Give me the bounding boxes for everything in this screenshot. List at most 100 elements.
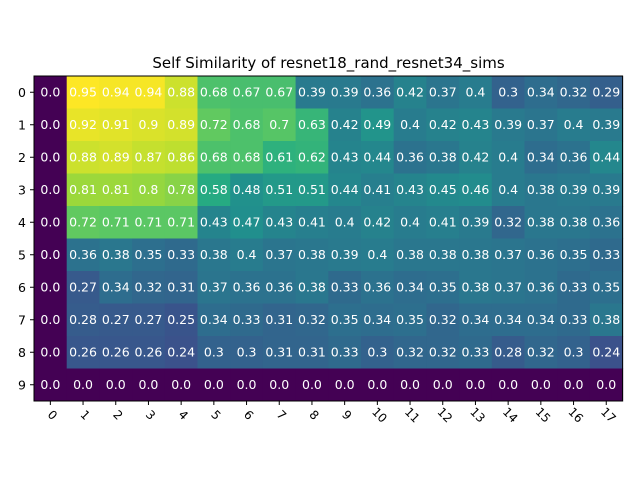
cell-value-label: 0.4 bbox=[237, 247, 257, 262]
cell-value-label: 0.94 bbox=[102, 84, 130, 99]
heatmap-cell bbox=[262, 141, 297, 174]
cell-value-label: 0.43 bbox=[462, 117, 490, 132]
cell-value-labels: 0.0 0.95 0.94 0.94 0.88 0.68 0.67 0.67 0.39 0.39 0… bbox=[40, 84, 620, 392]
cell-value-label: 0.35 bbox=[429, 279, 457, 294]
cell-value-label: 0.8 bbox=[139, 182, 159, 197]
x-tick-label: 6 bbox=[241, 407, 256, 422]
heatmap-cells bbox=[34, 76, 624, 402]
heatmap-cell bbox=[393, 76, 427, 109]
heatmap-cell bbox=[589, 76, 624, 109]
cell-value-label: 0.89 bbox=[167, 117, 195, 132]
heatmap-cell bbox=[393, 336, 427, 369]
cell-value-label: 0.35 bbox=[560, 247, 588, 262]
cell-value-label: 0.33 bbox=[331, 279, 359, 294]
heatmap-cell bbox=[132, 368, 166, 402]
cell-value-label: 0.0 bbox=[204, 377, 224, 392]
heatmap-cell bbox=[262, 238, 297, 272]
cell-value-label: 0.0 bbox=[73, 377, 93, 392]
heatmap-cell bbox=[393, 108, 427, 142]
cell-value-label: 0.48 bbox=[233, 182, 261, 197]
heatmap-cell bbox=[34, 108, 68, 142]
cell-value-label: 0.37 bbox=[429, 84, 457, 99]
heatmap-cell bbox=[295, 238, 329, 272]
cell-value-label: 0.36 bbox=[527, 279, 555, 294]
heatmap-cell bbox=[328, 368, 362, 402]
heatmap-cell bbox=[34, 271, 68, 304]
cell-value-label: 0.37 bbox=[527, 117, 555, 132]
cell-value-label: 0.4 bbox=[498, 149, 518, 164]
heatmap-cell bbox=[491, 271, 525, 304]
heatmap-cell bbox=[99, 206, 133, 239]
cell-value-label: 0.63 bbox=[298, 117, 326, 132]
heatmap-cell bbox=[295, 173, 329, 207]
heatmap-cell bbox=[426, 238, 460, 272]
cell-value-label: 0.0 bbox=[433, 377, 453, 392]
heatmap-cell bbox=[524, 368, 558, 402]
heatmap-cell bbox=[361, 206, 395, 239]
cell-value-label: 0.36 bbox=[69, 247, 97, 262]
cell-value-label: 0.0 bbox=[171, 377, 191, 392]
cell-value-label: 0.34 bbox=[396, 279, 424, 294]
cell-value-label: 0.38 bbox=[527, 182, 555, 197]
heatmap-cell bbox=[34, 238, 68, 272]
heatmap-cell bbox=[230, 76, 264, 109]
heatmap-cell bbox=[34, 76, 68, 109]
cell-value-label: 0.42 bbox=[396, 84, 424, 99]
cell-value-label: 0.67 bbox=[265, 84, 293, 99]
heatmap-cell bbox=[34, 303, 68, 337]
heatmap-cell bbox=[328, 76, 362, 109]
cell-value-label: 0.31 bbox=[167, 279, 195, 294]
cell-value-label: 0.34 bbox=[527, 312, 555, 327]
cell-value-label: 0.0 bbox=[40, 84, 60, 99]
cell-value-label: 0.7 bbox=[269, 117, 289, 132]
cell-value-label: 0.88 bbox=[69, 149, 97, 164]
x-tick-label: 15 bbox=[533, 405, 554, 426]
x-tick-label: 14 bbox=[500, 405, 521, 426]
cell-value-label: 0.92 bbox=[69, 117, 97, 132]
cell-value-label: 0.35 bbox=[135, 247, 163, 262]
cell-value-label: 0.33 bbox=[167, 247, 195, 262]
heatmap-cell bbox=[426, 303, 460, 337]
heatmap-cell bbox=[459, 141, 493, 174]
heatmap-cell bbox=[66, 271, 100, 304]
heatmap-cell bbox=[524, 206, 558, 239]
cell-value-label: 0.27 bbox=[69, 279, 97, 294]
heatmap-cell bbox=[66, 238, 100, 272]
heatmap-cell bbox=[295, 76, 329, 109]
heatmap-cell bbox=[589, 368, 624, 402]
cell-value-label: 0.71 bbox=[102, 214, 130, 229]
cell-value-label: 0.31 bbox=[265, 312, 293, 327]
cell-value-label: 0.3 bbox=[237, 344, 257, 359]
cell-value-label: 0.41 bbox=[298, 214, 326, 229]
heatmap-cell bbox=[328, 238, 362, 272]
cell-value-label: 0.34 bbox=[494, 312, 522, 327]
cell-value-label: 0.72 bbox=[69, 214, 97, 229]
cell-value-label: 0.91 bbox=[102, 117, 130, 132]
x-tick-label: 2 bbox=[110, 407, 125, 422]
heatmap-cell bbox=[524, 336, 558, 369]
y-tick-label: 4 bbox=[18, 215, 26, 230]
cell-value-label: 0.42 bbox=[429, 117, 457, 132]
cell-value-label: 0.68 bbox=[200, 84, 228, 99]
heatmap-cell bbox=[524, 76, 558, 109]
heatmap-cell bbox=[164, 173, 198, 207]
heatmap-cell bbox=[589, 206, 624, 239]
cell-value-label: 0.3 bbox=[367, 344, 387, 359]
heatmap-cell bbox=[132, 238, 166, 272]
heatmap-cell bbox=[197, 368, 231, 402]
cell-value-label: 0.28 bbox=[494, 344, 522, 359]
heatmap-cell bbox=[557, 173, 591, 207]
cell-value-label: 0.0 bbox=[269, 377, 289, 392]
heatmap-cell bbox=[589, 271, 624, 304]
heatmap-cell bbox=[557, 76, 591, 109]
heatmap-cell bbox=[459, 303, 493, 337]
cell-value-label: 0.71 bbox=[167, 214, 195, 229]
cell-value-label: 0.0 bbox=[302, 377, 322, 392]
heatmap-cell bbox=[34, 206, 68, 239]
heatmap-cell bbox=[197, 76, 231, 109]
cell-value-label: 0.35 bbox=[331, 312, 359, 327]
cell-value-label: 0.49 bbox=[363, 117, 391, 132]
heatmap-cell bbox=[328, 108, 362, 142]
heatmap-cell bbox=[230, 173, 264, 207]
cell-value-label: 0.45 bbox=[429, 182, 457, 197]
